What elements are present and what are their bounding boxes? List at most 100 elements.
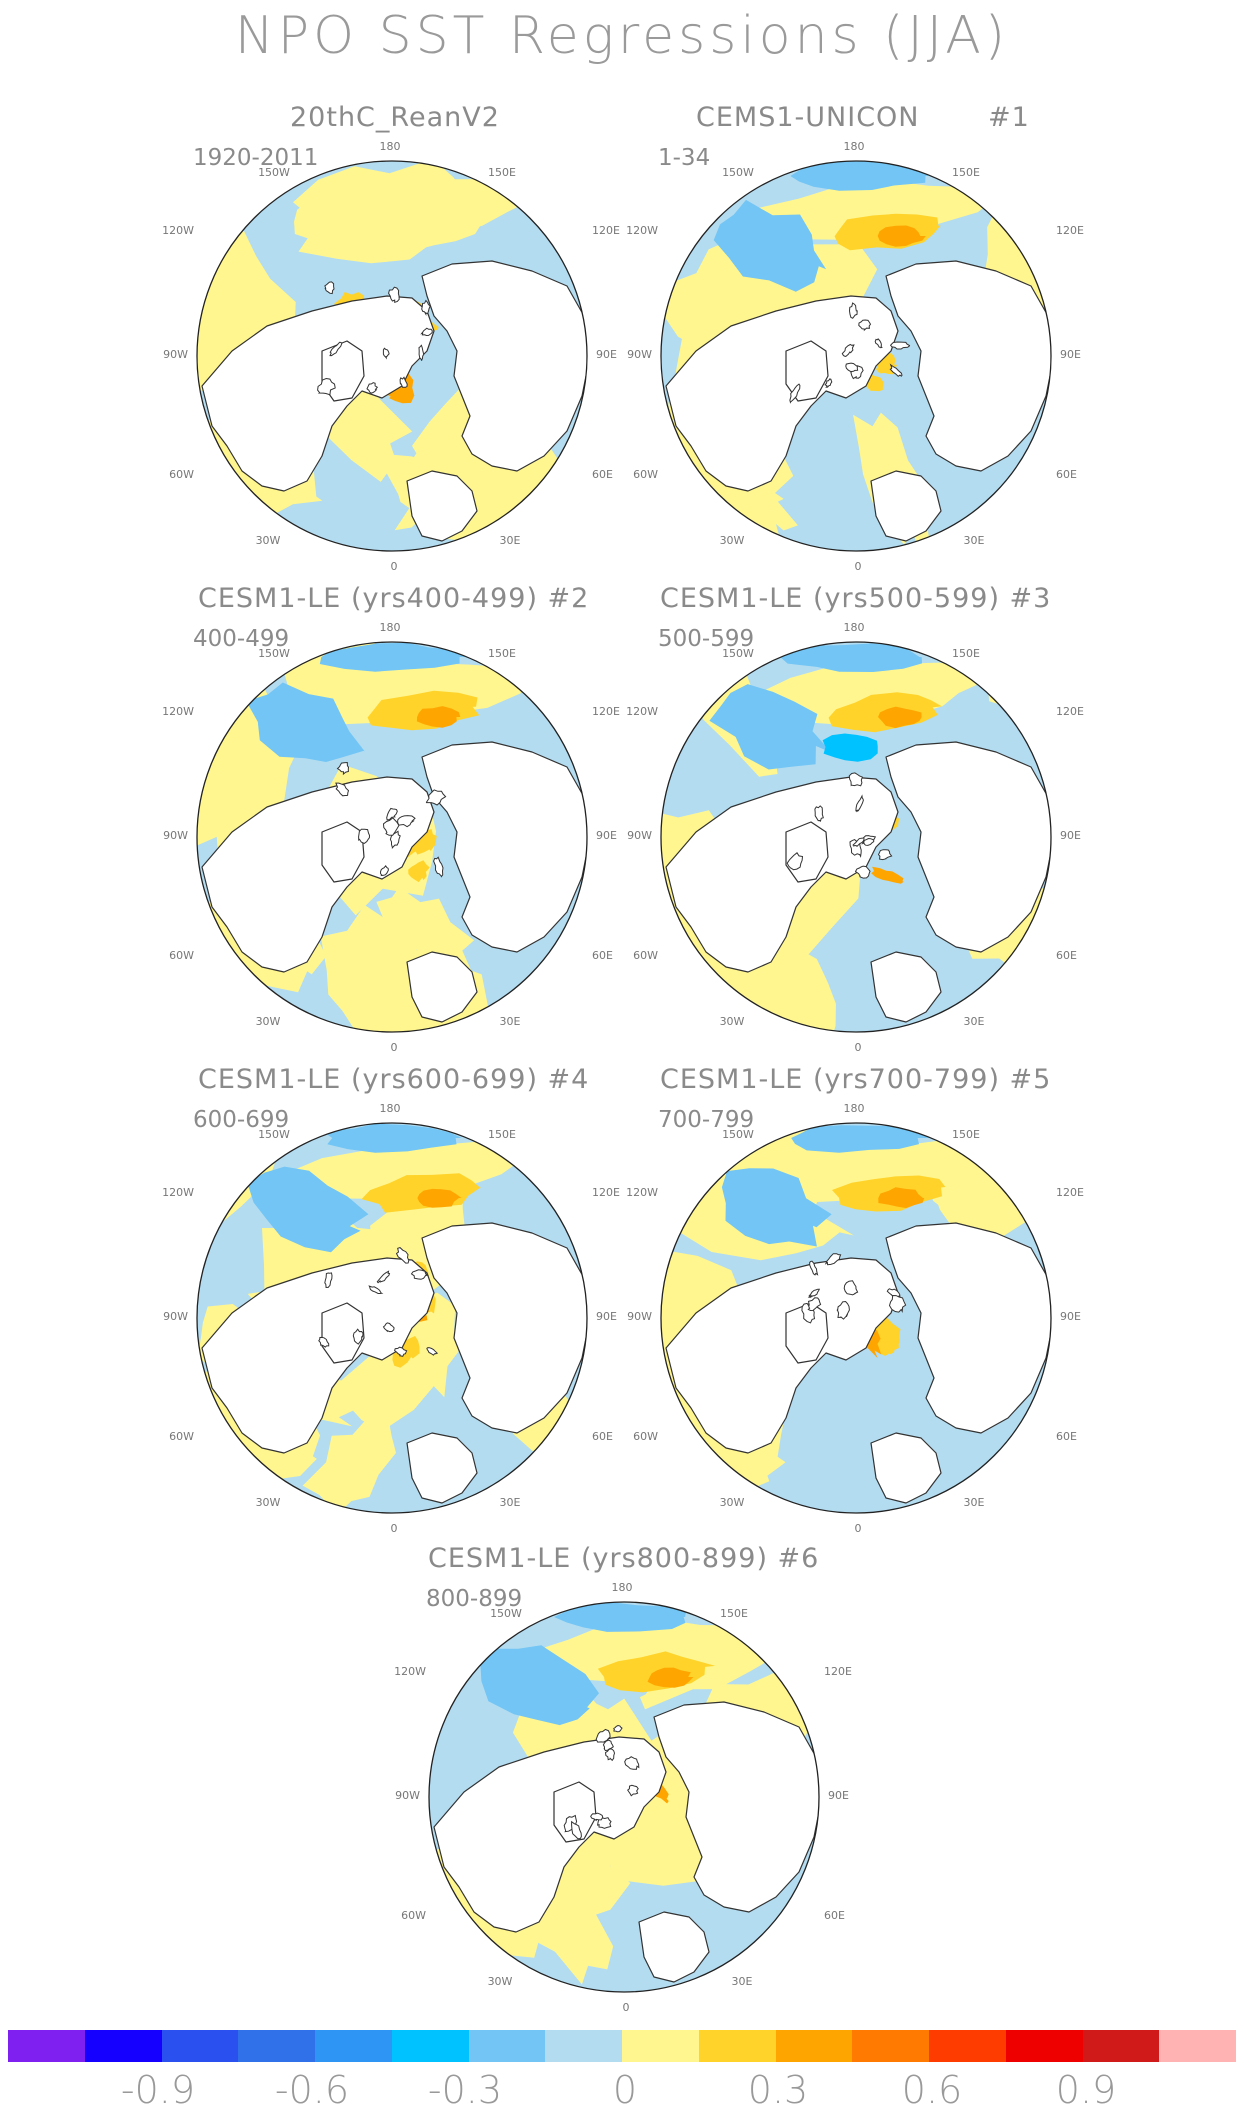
colorbar-swatch bbox=[775, 2030, 853, 2062]
longitude-label: 120E bbox=[592, 224, 620, 237]
longitude-label: 150E bbox=[952, 1128, 980, 1141]
colorbar-swatch bbox=[315, 2030, 392, 2062]
colorbar bbox=[8, 2030, 1236, 2062]
longitude-label: 180 bbox=[612, 1581, 633, 1594]
longitude-label: 90W bbox=[163, 829, 188, 842]
longitude-label: 60E bbox=[592, 949, 613, 962]
longitude-label: 120E bbox=[1056, 224, 1084, 237]
longitude-label: 150E bbox=[488, 1128, 516, 1141]
longitude-label: 60W bbox=[633, 1430, 658, 1443]
longitude-label: 30W bbox=[720, 1015, 745, 1028]
colorbar-swatch bbox=[238, 2030, 315, 2062]
colorbar-swatch bbox=[8, 2030, 85, 2062]
colorbar-label-4: 0 bbox=[612, 2068, 638, 2112]
longitude-label: 60E bbox=[1056, 468, 1077, 481]
colorbar-swatch bbox=[929, 2030, 1006, 2062]
longitude-label: 150E bbox=[952, 166, 980, 179]
colorbar-swatch bbox=[852, 2030, 929, 2062]
panel-title-7: CESM1-LE (yrs800-899) #6 bbox=[428, 1543, 820, 1574]
longitude-label: 60E bbox=[1056, 1430, 1077, 1443]
polar-map-4: 180 150W 150E 120W 120E 90W 90E 60W 60E 30W 30E 0 bbox=[626, 617, 1084, 1057]
longitude-label: 30W bbox=[256, 1496, 281, 1509]
colorbar-swatch bbox=[84, 2030, 162, 2062]
colorbar-label-3: -0.3 bbox=[427, 2068, 503, 2112]
longitude-label: 120E bbox=[1056, 1186, 1084, 1199]
longitude-label: 90E bbox=[596, 829, 617, 842]
colorbar-swatch bbox=[1159, 2030, 1236, 2062]
longitude-label: 90E bbox=[828, 1789, 849, 1802]
longitude-label: 30W bbox=[256, 534, 281, 547]
longitude-label: 30W bbox=[720, 1496, 745, 1509]
longitude-label: 120W bbox=[162, 224, 194, 237]
longitude-label: 120W bbox=[162, 1186, 194, 1199]
longitude-label: 150W bbox=[722, 166, 754, 179]
longitude-label: 30W bbox=[488, 1975, 513, 1988]
longitude-label: 30E bbox=[964, 534, 985, 547]
longitude-label: 90E bbox=[1060, 1310, 1081, 1323]
longitude-label: 120E bbox=[824, 1665, 852, 1678]
panel-subtitle-2: 1-34 bbox=[658, 145, 711, 171]
longitude-label: 150W bbox=[258, 1128, 290, 1141]
panel-subtitle-7: 800-899 bbox=[426, 1586, 523, 1612]
panel-subtitle-5: 600-699 bbox=[193, 1107, 290, 1133]
longitude-label: 0 bbox=[855, 1041, 862, 1054]
longitude-label: 90W bbox=[627, 1310, 652, 1323]
panel-number-2: #1 bbox=[988, 102, 1030, 133]
longitude-label: 90W bbox=[395, 1789, 420, 1802]
longitude-label: 90E bbox=[596, 348, 617, 361]
longitude-label: 0 bbox=[391, 560, 398, 573]
longitude-label: 0 bbox=[855, 560, 862, 573]
longitude-label: 120W bbox=[626, 224, 658, 237]
longitude-label: 180 bbox=[844, 140, 865, 153]
longitude-label: 180 bbox=[844, 1102, 865, 1115]
longitude-label: 90E bbox=[596, 1310, 617, 1323]
longitude-label: 150E bbox=[720, 1607, 748, 1620]
longitude-label: 30W bbox=[256, 1015, 281, 1028]
longitude-label: 30E bbox=[964, 1496, 985, 1509]
longitude-label: 30W bbox=[720, 534, 745, 547]
longitude-label: 120W bbox=[394, 1665, 426, 1678]
longitude-label: 150W bbox=[722, 647, 754, 660]
longitude-label: 0 bbox=[623, 2001, 630, 2014]
longitude-label: 90W bbox=[627, 348, 652, 361]
longitude-label: 150W bbox=[258, 166, 290, 179]
longitude-label: 60W bbox=[169, 468, 194, 481]
colorbar-label-1: -0.9 bbox=[120, 2068, 196, 2112]
colorbar-swatch bbox=[545, 2030, 622, 2062]
longitude-label: 90E bbox=[1060, 348, 1081, 361]
longitude-label: 150W bbox=[722, 1128, 754, 1141]
polar-map-6: 180 150W 150E 120W 120E 90W 90E 60W 60E 30W 30E 0 bbox=[626, 1098, 1084, 1538]
longitude-label: 150E bbox=[488, 166, 516, 179]
colorbar-swatch bbox=[1082, 2030, 1160, 2062]
longitude-label: 150W bbox=[258, 647, 290, 660]
longitude-label: 60W bbox=[633, 468, 658, 481]
longitude-label: 60E bbox=[592, 468, 613, 481]
panel-subtitle-4: 500-599 bbox=[658, 626, 755, 652]
longitude-label: 30E bbox=[732, 1975, 753, 1988]
colorbar-label-6: 0.6 bbox=[901, 2068, 963, 2112]
longitude-label: 60W bbox=[401, 1909, 426, 1922]
longitude-label: 120W bbox=[626, 1186, 658, 1199]
panel-subtitle-3: 400-499 bbox=[193, 626, 290, 652]
colorbar-swatch bbox=[698, 2030, 776, 2062]
colorbar-label-7: 0.9 bbox=[1055, 2068, 1117, 2112]
longitude-label: 60E bbox=[1056, 949, 1077, 962]
colorbar-swatch bbox=[391, 2030, 469, 2062]
colorbar-label-5: 0.3 bbox=[747, 2068, 809, 2112]
colorbar-swatch bbox=[468, 2030, 546, 2062]
longitude-label: 120W bbox=[626, 705, 658, 718]
longitude-label: 90E bbox=[1060, 829, 1081, 842]
longitude-label: 60W bbox=[169, 1430, 194, 1443]
panel-title-6: CESM1-LE (yrs700-799) #5 bbox=[660, 1064, 1052, 1095]
longitude-label: 150E bbox=[488, 647, 516, 660]
longitude-label: 0 bbox=[391, 1041, 398, 1054]
longitude-label: 30E bbox=[500, 1496, 521, 1509]
longitude-label: 180 bbox=[380, 1102, 401, 1115]
longitude-label: 150W bbox=[490, 1607, 522, 1620]
longitude-label: 60E bbox=[592, 1430, 613, 1443]
panel-subtitle-1: 1920-2011 bbox=[193, 145, 319, 171]
colorbar-swatch bbox=[622, 2030, 699, 2062]
longitude-label: 90W bbox=[627, 829, 652, 842]
panel-title-4: CESM1-LE (yrs500-599) #3 bbox=[660, 583, 1052, 614]
longitude-label: 120E bbox=[1056, 705, 1084, 718]
